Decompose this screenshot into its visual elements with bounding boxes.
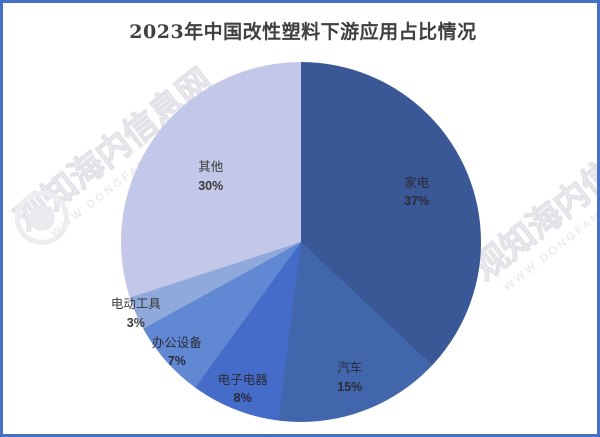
pie-slice-label: 电动工具 3% <box>111 295 161 331</box>
pie-slice-name: 其他 <box>198 159 224 175</box>
watermark-brand-text: 观知海内信息网 <box>465 110 600 289</box>
pie-slice-value: 30% <box>198 178 224 193</box>
pie-chart: 家电 37% 汽车 15% 电子电器 8% 办公设备 7% 电动工具 3% 其他 30% <box>111 62 481 422</box>
pie-slice-name: 电动工具 <box>110 296 161 312</box>
pie-slice-value: 7% <box>167 353 186 368</box>
pie-slice-value: 8% <box>233 391 252 406</box>
pie-slices <box>121 62 481 422</box>
pie-slice-label: 其他 30% <box>198 158 223 194</box>
watermark-right: 观知海内信息网 WWW.DONGFANGQB.COM <box>461 104 600 300</box>
pie-slice-label: 汽车 15% <box>337 359 362 395</box>
pie-slice-value: 15% <box>337 379 363 394</box>
pie-slice-name: 办公设备 <box>151 334 202 350</box>
pie-slice-name: 电子电器 <box>217 372 268 388</box>
watermark-logo-icon <box>15 191 69 245</box>
pie-slice-value: 37% <box>404 194 430 209</box>
pie-slice-label: 电子电器 8% <box>218 371 268 407</box>
pie-slice-label: 办公设备 7% <box>152 334 202 370</box>
watermark-url-text: WWW.DONGFANGQB.COM <box>501 163 600 294</box>
pie-slice-name: 汽车 <box>337 360 363 376</box>
pie-slice-name: 家电 <box>404 174 430 190</box>
pie-slice-value: 3% <box>126 315 145 330</box>
chart-title: 2023年中国改性塑料下游应用占比情况 <box>129 21 477 43</box>
pie-slice-label: 家电 37% <box>404 174 429 210</box>
